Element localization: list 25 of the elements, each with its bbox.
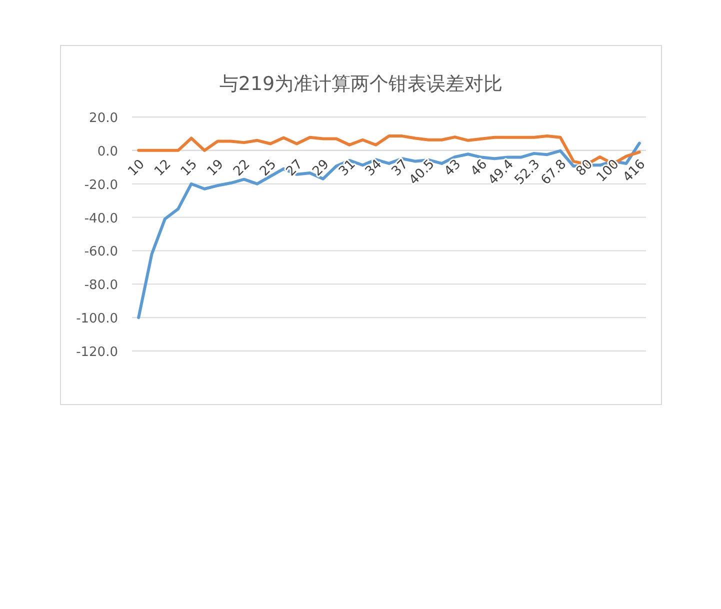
x-tick-label: 100 — [594, 157, 622, 186]
y-tick-label: -20.0 — [84, 178, 118, 193]
y-tick-label: -40.0 — [84, 211, 118, 226]
y-tick-label: 0.0 — [97, 144, 118, 160]
chart-title: 与219为准计算两个钳表误差对比 — [219, 73, 503, 95]
x-tick-label: 37 — [389, 157, 412, 180]
y-tick-label: -120.0 — [76, 345, 118, 360]
x-tick-label: 31 — [336, 157, 359, 180]
y-tick-label: -100.0 — [76, 312, 118, 327]
x-tick-label: 19 — [204, 157, 227, 180]
x-tick-label: 10 — [125, 157, 148, 180]
x-tick-label: 46 — [468, 157, 490, 180]
y-tick-label: -80.0 — [84, 278, 118, 294]
x-tick-label: 416 — [620, 157, 649, 186]
x-tick-label: 15 — [178, 157, 200, 180]
x-tick-label: 80 — [574, 157, 596, 180]
x-tick-label: 22 — [230, 157, 254, 180]
x-tick-label: 12 — [152, 157, 174, 180]
x-tick-label: 43 — [442, 157, 464, 180]
x-tick-label: 34 — [362, 157, 386, 180]
y-tick-label: -60.0 — [84, 244, 118, 260]
y-tick-label: 20.0 — [89, 111, 118, 126]
x-tick-label: 25 — [257, 157, 280, 180]
x-tick-label: 29 — [310, 157, 332, 180]
x-tick-label: 27 — [284, 157, 306, 180]
